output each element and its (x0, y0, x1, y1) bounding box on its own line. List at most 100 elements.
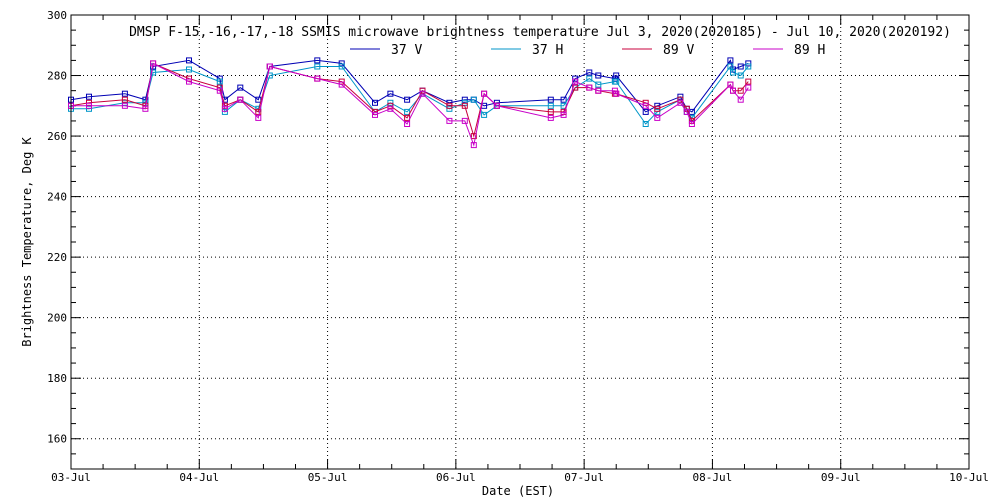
x-tick-label: 08-Jul (693, 471, 733, 484)
data-point (314, 75, 321, 82)
data-point (654, 114, 661, 121)
data-point (737, 87, 744, 94)
data-point (338, 60, 345, 67)
legend-label: 89 H (794, 43, 825, 58)
data-point (237, 96, 244, 103)
data-point (314, 57, 321, 64)
data-point (186, 66, 192, 73)
data-point (730, 69, 736, 76)
data-point (150, 60, 157, 67)
data-point (613, 78, 620, 85)
data-point (470, 96, 477, 103)
data-point (419, 90, 426, 97)
data-point (314, 63, 321, 70)
data-point (677, 99, 684, 106)
data-point (737, 72, 744, 79)
x-tick-label: 07-Jul (564, 471, 604, 484)
legend-label: 37 V (391, 43, 422, 58)
data-point (387, 105, 394, 112)
data-point (186, 57, 192, 64)
data-point (727, 63, 734, 70)
series-line (70, 59, 749, 113)
data-point (586, 84, 593, 91)
data-point (387, 90, 394, 97)
data-point (745, 84, 752, 91)
data-point (677, 96, 684, 103)
data-point (372, 111, 378, 118)
legend: 37 V 37 H 89 V 89 H (350, 43, 825, 58)
data-point (121, 90, 128, 97)
data-point (470, 142, 477, 149)
data-point (547, 96, 554, 103)
data-point (142, 105, 149, 112)
data-point (613, 72, 620, 79)
legend-label: 89 V (663, 43, 694, 58)
data-point (737, 96, 744, 103)
data-point (372, 99, 378, 106)
data-point (586, 75, 593, 82)
data-point (737, 63, 744, 70)
data-point (547, 108, 554, 115)
data-point (547, 114, 554, 121)
data-point (404, 96, 411, 103)
y-tick-label: 200 (47, 312, 67, 325)
x-tick-label: 06-Jul (436, 471, 476, 484)
data-point (221, 108, 228, 115)
y-tick-label: 280 (47, 70, 67, 83)
data-point (446, 117, 453, 124)
data-point (255, 114, 262, 121)
tick-labels: 03-Jul 04-Jul 05-Jul 06-Jul 07-Jul 08-Jul 09-J… (47, 9, 989, 484)
data-point (595, 87, 602, 94)
data-point (221, 105, 228, 112)
legend-label: 37 H (532, 43, 563, 58)
data-point (338, 81, 345, 88)
data-point (186, 78, 192, 85)
data-point (727, 81, 734, 88)
x-tick-label: 04-Jul (179, 471, 219, 484)
y-tick-label: 220 (47, 251, 67, 264)
series-line (70, 62, 749, 139)
data-point (461, 117, 468, 124)
data-point (547, 102, 554, 109)
data-point (461, 102, 468, 109)
x-tick-label: 10-Jul (949, 471, 989, 484)
data-point (481, 111, 488, 118)
data-point (560, 111, 567, 118)
data-point (745, 63, 752, 70)
data-point (237, 84, 244, 91)
x-axis-label: Date (EST) (482, 484, 554, 498)
data-point (266, 63, 273, 70)
data-point (86, 93, 92, 100)
x-tick-label: 09-Jul (821, 471, 861, 484)
data-point (216, 87, 223, 94)
data-point (745, 78, 752, 85)
data-point (493, 102, 500, 109)
data-point (595, 72, 602, 79)
y-tick-label: 180 (47, 372, 67, 385)
data-point (560, 96, 567, 103)
data-point (255, 108, 262, 115)
y-tick-label: 240 (47, 191, 67, 204)
data-point (745, 60, 752, 67)
data-point (683, 108, 690, 115)
data-point (338, 63, 345, 70)
data-point (595, 81, 602, 88)
plot-frame (70, 14, 970, 470)
data-point (642, 102, 649, 109)
data-point (255, 96, 262, 103)
series-89-h (68, 60, 752, 149)
y-axis-label: Brightness Temperature, Deg K (20, 136, 34, 346)
series-line (71, 62, 749, 147)
data-point (613, 90, 620, 97)
data-point (642, 108, 649, 115)
data-point (150, 69, 157, 76)
data-point (461, 96, 468, 103)
y-tick-label: 160 (47, 433, 67, 446)
data-point (727, 57, 734, 64)
data-point (654, 105, 661, 112)
data-point (404, 108, 411, 115)
data-point (730, 87, 736, 94)
